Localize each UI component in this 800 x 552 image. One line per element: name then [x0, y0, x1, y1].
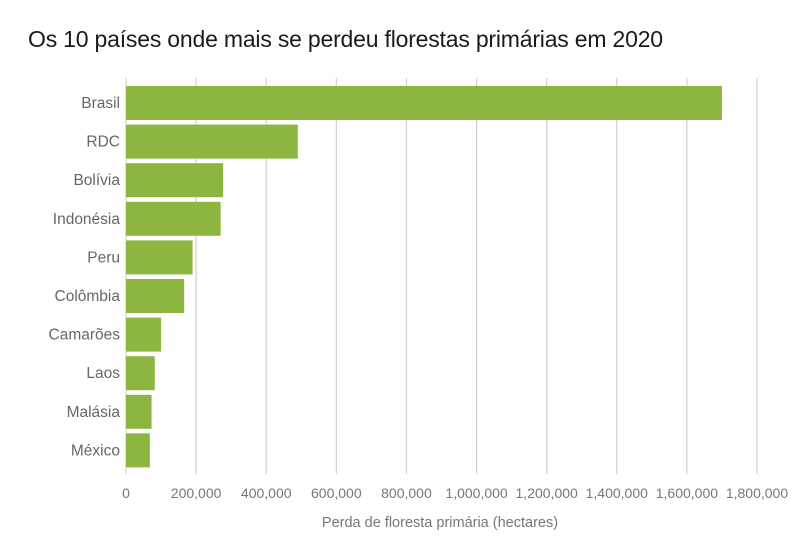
- category-label: Colômbia: [55, 288, 121, 305]
- category-label: Laos: [86, 365, 120, 382]
- x-tick-label: 600,000: [311, 485, 362, 501]
- bar: [126, 86, 722, 120]
- x-tick-labels: 0 200,000 400,000 600,000 800,000 1,000,000 1,…: [122, 485, 788, 501]
- bars: [126, 86, 722, 468]
- category-label: México: [71, 442, 120, 459]
- category-labels: Brasil RDC Bolívia Indonésia Peru Colômbia Cam…: [49, 95, 121, 459]
- bar: [126, 356, 155, 391]
- x-tick-label: 1,200,000: [516, 485, 578, 501]
- x-tick-label: 1,000,000: [445, 485, 507, 501]
- x-tick-label: 1,400,000: [586, 485, 648, 501]
- bar: [126, 433, 150, 468]
- x-tick-label: 1,800,000: [726, 485, 788, 501]
- chart-title: Os 10 países onde mais se perdeu florest…: [28, 26, 663, 52]
- category-label: Indonésia: [53, 211, 121, 228]
- x-tick-label: 400,000: [241, 485, 292, 501]
- bar: [126, 201, 221, 236]
- bar: [126, 124, 298, 159]
- category-label: Bolívia: [73, 172, 120, 189]
- category-label: Brasil: [81, 95, 120, 112]
- x-tick-label: 800,000: [381, 485, 432, 501]
- bar: [126, 240, 193, 275]
- bar: [126, 394, 152, 429]
- bar: [126, 279, 185, 313]
- x-tick-label: 1,600,000: [656, 485, 718, 501]
- x-tick-label: 200,000: [171, 485, 222, 501]
- x-axis-title: Perda de floresta primária (hectares): [322, 515, 558, 531]
- category-label: Malásia: [67, 404, 121, 421]
- x-tick-label: 0: [122, 485, 130, 501]
- category-label: RDC: [86, 134, 120, 151]
- bar: [126, 317, 162, 352]
- bar: [126, 163, 224, 198]
- category-label: Camarões: [49, 327, 121, 344]
- category-label: Peru: [87, 249, 120, 266]
